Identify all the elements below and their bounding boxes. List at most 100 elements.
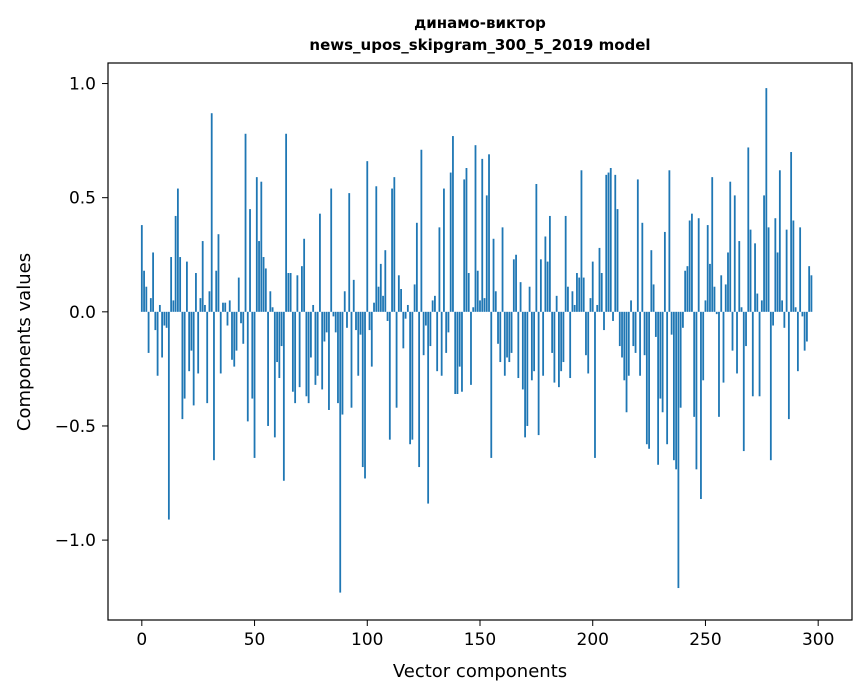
y-tick-label: −1.0 bbox=[55, 531, 96, 551]
bar-84 bbox=[330, 188, 333, 312]
bar-228 bbox=[654, 311, 657, 337]
bar-285 bbox=[783, 311, 786, 328]
bar-242 bbox=[686, 266, 689, 312]
bar-225 bbox=[648, 311, 650, 449]
bar-14 bbox=[172, 300, 175, 312]
bar-220 bbox=[636, 179, 639, 312]
bar-17 bbox=[179, 257, 182, 312]
bar-164 bbox=[510, 311, 513, 353]
bar-154 bbox=[488, 154, 490, 312]
x-tick-label: 250 bbox=[689, 630, 721, 650]
bar-244 bbox=[691, 213, 693, 312]
bar-69 bbox=[296, 275, 299, 312]
bar-108 bbox=[384, 250, 387, 312]
bar-227 bbox=[652, 284, 655, 312]
bar-150 bbox=[479, 300, 481, 312]
bar-214 bbox=[623, 311, 626, 381]
bar-122 bbox=[415, 222, 418, 312]
bar-42 bbox=[235, 311, 238, 351]
bar-188 bbox=[564, 215, 567, 312]
bar-210 bbox=[614, 174, 617, 312]
bar-87 bbox=[337, 311, 339, 404]
bar-125 bbox=[422, 311, 425, 356]
bar-27 bbox=[201, 241, 204, 312]
bar-36 bbox=[222, 302, 224, 312]
bar-74 bbox=[307, 311, 310, 404]
bar-21 bbox=[188, 311, 191, 372]
bar-29 bbox=[206, 311, 209, 404]
x-tick-label: 150 bbox=[464, 630, 496, 650]
bar-229 bbox=[657, 311, 660, 465]
bar-20 bbox=[186, 261, 188, 312]
bar-73 bbox=[305, 311, 308, 397]
bar-293 bbox=[801, 311, 804, 317]
bar-18 bbox=[181, 311, 184, 420]
bar-202 bbox=[596, 304, 599, 312]
bar-258 bbox=[722, 311, 725, 383]
bar-269 bbox=[747, 147, 750, 312]
bar-28 bbox=[204, 304, 206, 312]
bar-187 bbox=[562, 311, 565, 363]
bar-209 bbox=[612, 311, 614, 321]
bar-13 bbox=[170, 257, 173, 312]
bar-130 bbox=[434, 295, 436, 312]
bar-89 bbox=[341, 311, 344, 415]
bar-158 bbox=[497, 311, 499, 344]
bar-93 bbox=[350, 311, 353, 408]
bar-46 bbox=[244, 133, 247, 312]
bar-271 bbox=[751, 311, 754, 397]
bar-292 bbox=[799, 227, 802, 312]
bar-249 bbox=[702, 311, 705, 381]
bar-276 bbox=[763, 195, 765, 312]
bar-49 bbox=[251, 311, 254, 399]
bar-39 bbox=[228, 300, 231, 312]
bar-133 bbox=[440, 311, 443, 376]
bar-0 bbox=[140, 225, 143, 312]
bar-153 bbox=[485, 195, 488, 312]
bar-259 bbox=[724, 284, 727, 312]
bar-113 bbox=[395, 311, 398, 408]
bar-213 bbox=[621, 311, 623, 358]
bar-197 bbox=[585, 311, 587, 356]
bar-148 bbox=[474, 145, 477, 312]
bar-25 bbox=[197, 311, 200, 374]
bar-58 bbox=[271, 307, 274, 312]
bar-233 bbox=[666, 311, 669, 445]
bar-104 bbox=[375, 186, 378, 312]
y-tick-label: 0.5 bbox=[69, 189, 96, 209]
y-tick-label: 0.0 bbox=[69, 303, 96, 323]
x-tick-label: 0 bbox=[136, 630, 147, 650]
bar-85 bbox=[332, 311, 335, 317]
bar-151 bbox=[481, 158, 484, 312]
x-axis-label: Vector components bbox=[393, 661, 567, 682]
bar-284 bbox=[781, 300, 784, 312]
y-axis-ticks: 1.0 0.5 0.0 −0.5 −1.0 bbox=[55, 75, 108, 551]
bar-102 bbox=[370, 311, 373, 367]
bar-218 bbox=[632, 311, 635, 347]
bar-117 bbox=[404, 311, 407, 319]
bar-181 bbox=[548, 215, 551, 312]
bar-8 bbox=[158, 304, 161, 312]
bar-16 bbox=[176, 188, 179, 312]
bar-3 bbox=[147, 311, 150, 353]
x-tick-label: 300 bbox=[802, 630, 834, 650]
bar-184 bbox=[555, 295, 558, 312]
bar-140 bbox=[456, 311, 459, 394]
bar-201 bbox=[594, 311, 596, 458]
bar-82 bbox=[325, 311, 328, 333]
bar-24 bbox=[195, 273, 197, 312]
bar-196 bbox=[582, 277, 585, 312]
bar-1 bbox=[143, 270, 145, 312]
bar-127 bbox=[427, 311, 430, 504]
bar-92 bbox=[348, 193, 351, 312]
bar-246 bbox=[695, 311, 698, 470]
bar-132 bbox=[438, 227, 441, 312]
bar-31 bbox=[210, 113, 213, 312]
bar-123 bbox=[418, 311, 421, 468]
bar-191 bbox=[571, 291, 574, 312]
x-tick-label: 200 bbox=[577, 630, 609, 650]
bar-101 bbox=[368, 311, 371, 331]
bar-138 bbox=[452, 136, 454, 312]
bar-170 bbox=[524, 311, 526, 438]
